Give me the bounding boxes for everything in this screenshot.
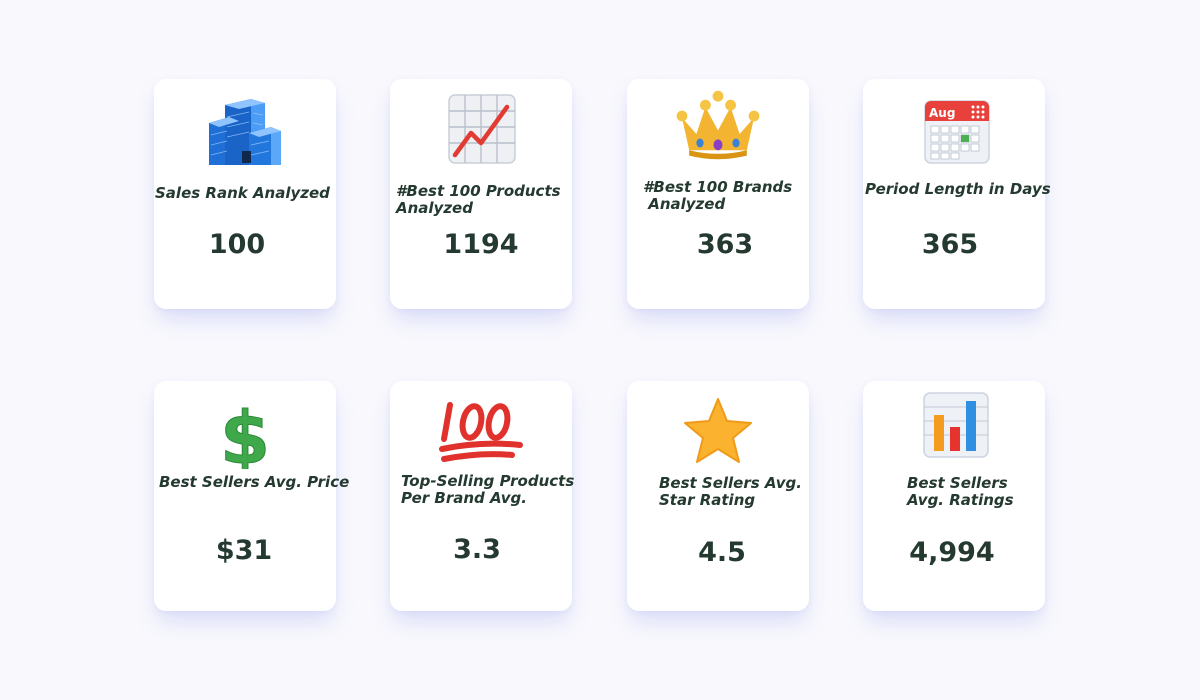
stat-card-avg-price: $ Best Sellers Avg. Price $31 — [154, 381, 349, 611]
stat-label: #Best 100 Products Analyzed — [396, 182, 561, 217]
stat-card-best-brands: #Best 100 Brands Analyzed 363 — [627, 79, 809, 309]
crown-icon — [670, 89, 766, 161]
stat-card-products-per-brand: Top-Selling Products Per Brand Avg. 3.3 — [390, 381, 575, 611]
stat-value: 363 — [696, 229, 754, 260]
stat-label: Sales Rank Analyzed — [155, 184, 330, 202]
stat-value: $31 — [215, 535, 273, 566]
stat-label: Best Sellers Avg. Star Rating — [659, 474, 802, 509]
calendar-icon: Aug — [921, 93, 991, 165]
star-icon — [678, 395, 758, 467]
stat-card-period-length: Aug Period Length in Days 365 — [863, 79, 1051, 309]
stat-card-sales-rank: Sales Rank Analyzed 100 — [154, 79, 336, 309]
stat-label: Best Sellers Avg. Ratings — [907, 474, 1014, 509]
stat-value: 4.5 — [698, 537, 746, 568]
chart-increasing-icon — [441, 93, 521, 165]
stat-card-star-rating: Best Sellers Avg. Star Rating 4.5 — [627, 381, 809, 611]
stat-label: #Best 100 Brands Analyzed — [643, 178, 793, 213]
stat-label: Top-Selling Products Per Brand Avg. — [401, 472, 575, 507]
calendar-month: Aug — [929, 106, 955, 120]
bar-chart-icon — [920, 389, 992, 461]
stat-value: 365 — [921, 229, 979, 260]
stat-label: Best Sellers Avg. Price — [159, 473, 350, 491]
stat-value: 1194 — [443, 229, 519, 260]
office-building-icon — [205, 93, 285, 165]
stat-card-avg-ratings: Best Sellers Avg. Ratings 4,994 — [863, 381, 1045, 611]
stat-value: 100 — [208, 229, 266, 260]
stat-value: 4,994 — [909, 537, 995, 568]
stat-label: Period Length in Days — [865, 180, 1051, 198]
stat-card-best-products: #Best 100 Products Analyzed 1194 — [390, 79, 572, 309]
dollar-sign-icon: $ — [205, 397, 285, 469]
svg-text:$: $ — [220, 397, 270, 469]
hundred-points-icon — [436, 395, 526, 467]
stat-value: 3.3 — [453, 534, 501, 565]
